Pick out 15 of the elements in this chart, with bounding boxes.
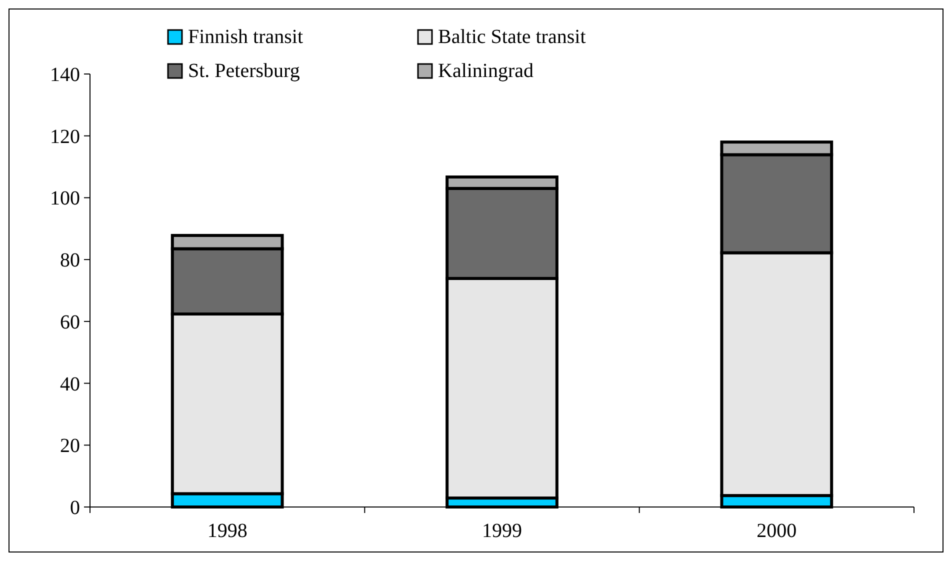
y-tick-label: 20 bbox=[60, 435, 80, 458]
y-tick-label: 140 bbox=[50, 64, 80, 86]
y-tick-label: 60 bbox=[60, 311, 80, 334]
legend-label: St. Petersburg bbox=[188, 60, 300, 82]
y-tick-label: 120 bbox=[50, 126, 80, 148]
x-tick-label: 1999 bbox=[482, 520, 522, 542]
y-tick-label: 80 bbox=[60, 250, 80, 272]
legend-label: Kaliningrad bbox=[438, 60, 534, 82]
legend-label: Finnish transit bbox=[188, 26, 304, 48]
legend-label: Baltic State transit bbox=[438, 26, 586, 48]
y-tick-label: 40 bbox=[60, 373, 80, 396]
x-tick-label: 2000 bbox=[756, 520, 797, 542]
y-tick-label: 0 bbox=[70, 497, 80, 519]
x-tick-label: 1998 bbox=[207, 520, 248, 542]
y-tick-label: 100 bbox=[50, 188, 80, 210]
